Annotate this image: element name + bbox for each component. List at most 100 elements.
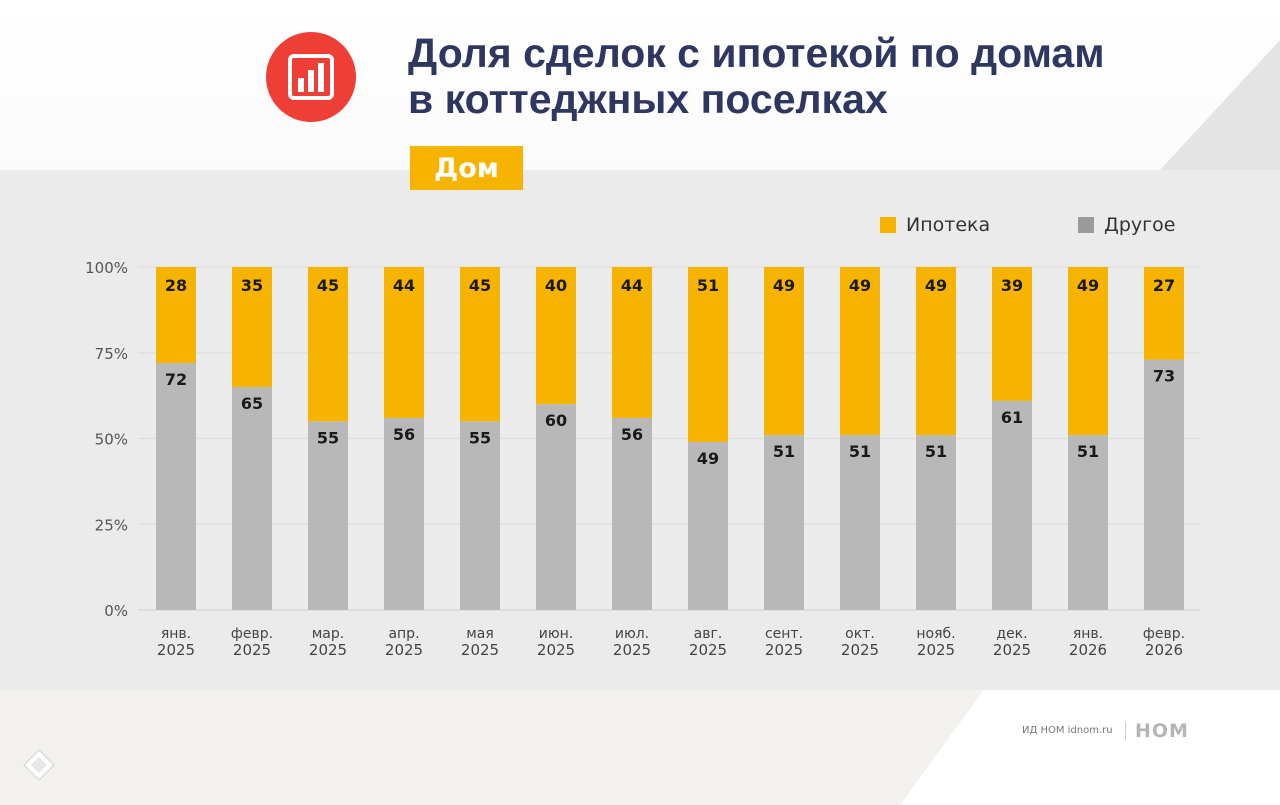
x-tick-label-month: июл. xyxy=(615,626,649,642)
data-label-other: 51 xyxy=(1077,442,1099,461)
y-tick-label: 25% xyxy=(95,516,128,534)
data-label-mortgage: 39 xyxy=(1001,276,1023,295)
bar-other xyxy=(688,441,728,610)
bar-mortgage xyxy=(1068,267,1108,436)
bar-other xyxy=(992,400,1032,610)
x-tick-label-month: нояб. xyxy=(916,626,955,642)
bar-chart-icon xyxy=(266,32,356,122)
x-tick-label-year: 2026 xyxy=(1069,641,1107,659)
page-title: Доля сделок с ипотекой по домам в коттед… xyxy=(408,30,1228,122)
bar-other xyxy=(916,435,956,610)
bar-mortgage xyxy=(992,267,1032,401)
x-tick-label-month: февр. xyxy=(1143,626,1185,642)
bar-other xyxy=(460,421,500,610)
bar-mortgage xyxy=(612,267,652,418)
data-label-other: 55 xyxy=(469,428,491,447)
data-label-other: 55 xyxy=(317,428,339,447)
x-tick-label-year: 2025 xyxy=(461,641,499,659)
bar-other xyxy=(612,417,652,610)
data-label-mortgage: 27 xyxy=(1153,276,1175,295)
x-tick-label-month: дек. xyxy=(996,626,1027,642)
x-tick-label-year: 2025 xyxy=(233,641,271,659)
bar-mortgage xyxy=(460,267,500,422)
bar-other xyxy=(308,421,348,610)
bar-mortgage xyxy=(1144,267,1184,360)
data-label-mortgage: 35 xyxy=(241,276,263,295)
data-label-mortgage: 44 xyxy=(621,276,643,295)
x-tick-label-year: 2026 xyxy=(1145,641,1183,659)
header-background xyxy=(0,0,1280,170)
x-tick-label-month: сент. xyxy=(765,626,803,642)
title-line-2: в коттеджных поселках xyxy=(408,76,888,122)
data-label-other: 72 xyxy=(165,370,187,389)
data-label-mortgage: 28 xyxy=(165,276,187,295)
footer-divider xyxy=(1125,722,1126,740)
footer-source: ИД НОМ idnom.ru xyxy=(1022,725,1113,736)
x-tick-label-year: 2025 xyxy=(309,641,347,659)
x-tick-label-month: янв. xyxy=(161,626,191,642)
footer-brand-logo: НОМ xyxy=(1135,720,1189,742)
legend-item-mortgage: Ипотека xyxy=(880,214,990,236)
legend-item-other: Другое xyxy=(1078,214,1175,236)
data-label-other: 56 xyxy=(393,425,415,444)
data-label-mortgage: 44 xyxy=(393,276,415,295)
bar-other xyxy=(1144,359,1184,610)
y-tick-label: 100% xyxy=(85,259,128,277)
data-label-other: 73 xyxy=(1153,367,1175,386)
x-tick-label-year: 2025 xyxy=(385,641,423,659)
data-label-mortgage: 51 xyxy=(697,276,719,295)
legend-swatch-mortgage xyxy=(880,217,896,233)
bar-mortgage xyxy=(536,267,576,405)
x-tick-label-month: янв. xyxy=(1073,626,1103,642)
data-label-other: 60 xyxy=(545,411,567,430)
data-label-mortgage: 45 xyxy=(317,276,339,295)
x-tick-label-year: 2025 xyxy=(841,641,879,659)
data-label-other: 61 xyxy=(1001,408,1023,427)
x-tick-label-month: июн. xyxy=(539,626,574,642)
x-tick-label-month: мар. xyxy=(312,626,344,642)
category-badge: Дом xyxy=(410,146,523,190)
data-label-mortgage: 49 xyxy=(925,276,947,295)
legend-label-other: Другое xyxy=(1104,214,1176,236)
data-label-other: 49 xyxy=(697,449,719,468)
x-tick-label-month: апр. xyxy=(388,626,419,642)
data-label-mortgage: 49 xyxy=(1077,276,1099,295)
bar-other xyxy=(764,435,804,610)
title-line-1: Доля сделок с ипотекой по домам xyxy=(408,30,1105,76)
chart-legend: Ипотека Другое xyxy=(880,214,1200,240)
bar-chart-icon-glyph xyxy=(288,54,334,100)
bar-mortgage xyxy=(688,267,728,442)
x-tick-label-month: февр. xyxy=(231,626,273,642)
legend-label-mortgage: Ипотека xyxy=(906,214,991,236)
data-label-mortgage: 49 xyxy=(849,276,871,295)
bar-mortgage xyxy=(384,267,424,418)
x-tick-label-year: 2025 xyxy=(689,641,727,659)
y-tick-label: 50% xyxy=(95,431,128,449)
legend-swatch-other xyxy=(1078,217,1094,233)
x-tick-label-year: 2025 xyxy=(537,641,575,659)
x-tick-label-year: 2025 xyxy=(993,641,1031,659)
x-tick-label-month: мая xyxy=(466,626,494,642)
x-tick-label-year: 2025 xyxy=(917,641,955,659)
bar-mortgage xyxy=(232,267,272,388)
bar-other xyxy=(384,417,424,610)
data-label-other: 51 xyxy=(773,442,795,461)
bar-other xyxy=(232,387,272,610)
x-tick-label-year: 2025 xyxy=(765,641,803,659)
y-tick-label: 0% xyxy=(104,602,128,620)
y-tick-label: 75% xyxy=(95,345,128,363)
data-label-other: 51 xyxy=(925,442,947,461)
x-tick-label-month: авг. xyxy=(694,626,723,642)
bar-mortgage xyxy=(916,267,956,436)
bar-other xyxy=(156,363,196,610)
data-label-mortgage: 45 xyxy=(469,276,491,295)
bar-other xyxy=(840,435,880,610)
data-label-other: 51 xyxy=(849,442,871,461)
data-label-mortgage: 49 xyxy=(773,276,795,295)
data-label-mortgage: 40 xyxy=(545,276,567,295)
bar-mortgage xyxy=(156,267,196,364)
data-label-other: 65 xyxy=(241,394,263,413)
bar-other xyxy=(536,404,576,610)
bar-other xyxy=(1068,435,1108,610)
x-tick-label-year: 2025 xyxy=(157,641,195,659)
